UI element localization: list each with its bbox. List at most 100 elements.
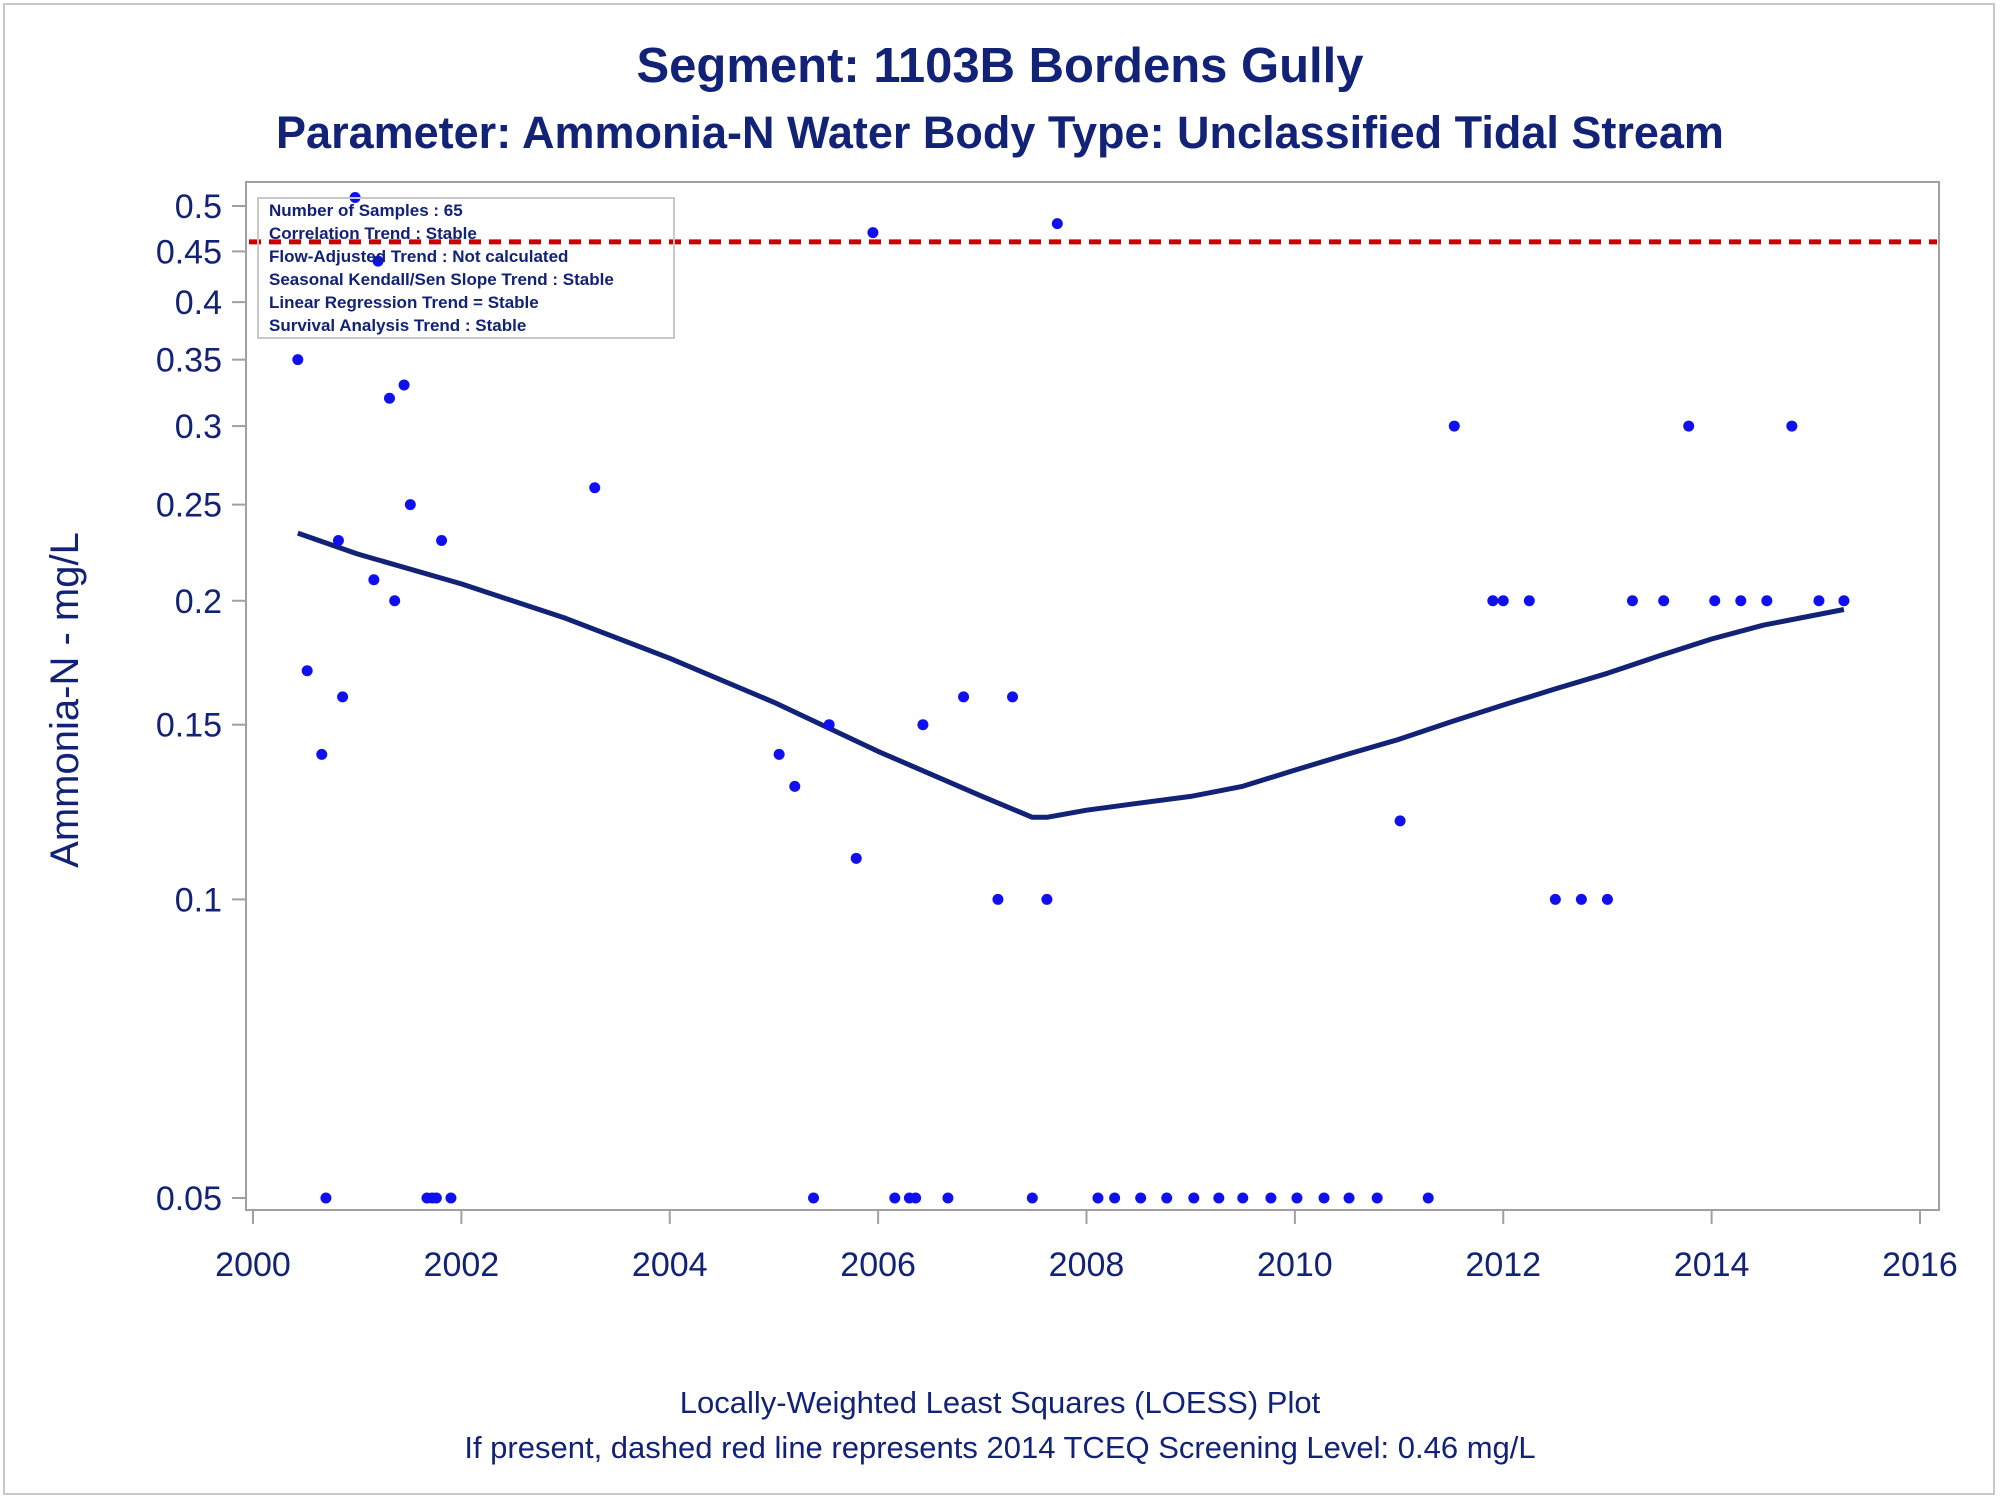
data-point [372,255,384,267]
data-point [1135,1192,1147,1204]
stat-correlation-trend: Correlation Trend : Stable [269,224,477,243]
data-point [1371,1192,1383,1204]
stat-survival-analysis-trend: Survival Analysis Trend : Stable [269,316,526,335]
x-tick-label: 2000 [215,1246,291,1284]
y-tick-label: 0.4 [175,284,222,322]
data-point [1092,1192,1104,1204]
x-tick-label: 2014 [1674,1246,1750,1284]
data-point [1786,420,1798,432]
points-layer [292,191,1850,1204]
data-point [992,893,1004,905]
data-point [1709,595,1721,607]
data-point [1007,691,1019,703]
footnote-screening-level: If present, dashed red line represents 2… [464,1430,1535,1465]
data-point [404,499,416,511]
chart-subtitle: Parameter: Ammonia-N Water Body Type: Un… [276,107,1724,158]
x-tick-label: 2012 [1465,1246,1541,1284]
stat-seasonal-kendall-trend: Seasonal Kendall/Sen Slope Trend : Stabl… [269,270,614,289]
x-tick-label: 2004 [632,1246,708,1284]
y-axis: 0.05 0.1 0.15 0.2 0.25 0.3 0.35 0.4 0.45 0.5 [156,188,246,1218]
data-point [1523,595,1535,607]
data-point [1291,1192,1303,1204]
data-point [942,1192,954,1204]
y-tick-label: 0.35 [156,342,222,380]
y-tick-label: 0.15 [156,707,222,745]
data-point [1318,1192,1330,1204]
data-point [1497,595,1509,607]
loess-layer [296,530,1845,820]
data-point [1237,1192,1249,1204]
y-tick-label: 0.45 [156,233,222,271]
data-point [1422,1192,1434,1204]
data-point [1213,1192,1225,1204]
data-point [445,1192,457,1204]
data-point [589,482,601,494]
y-tick-label: 0.5 [175,188,222,226]
data-point [1026,1192,1038,1204]
data-point [917,719,929,731]
data-point [1761,595,1773,607]
data-point [773,748,785,760]
chart-frame [3,3,1995,1495]
data-point [1343,1192,1355,1204]
data-point [383,392,395,404]
data-point [850,852,862,864]
y-tick-label: 0.25 [156,487,222,525]
data-point [337,691,349,703]
data-point [1813,595,1825,607]
y-tick-label: 0.05 [156,1180,222,1218]
y-tick-label: 0.2 [175,583,222,621]
stat-flow-adjusted-trend: Flow-Adjusted Trend : Not calculated [269,247,568,266]
y-axis-label: Ammonia-N - mg/L [43,532,87,868]
data-point [808,1192,820,1204]
x-tick-label: 2010 [1257,1246,1333,1284]
loess-line [296,530,1845,820]
data-point [1051,218,1063,230]
data-point [1161,1192,1173,1204]
y-tick-label: 0.1 [175,881,222,919]
data-point [1109,1192,1121,1204]
footnote-loess: Locally-Weighted Least Squares (LOESS) P… [680,1385,1321,1420]
chart-title: Segment: 1103B Bordens Gully [636,39,1363,93]
data-point [1683,420,1695,432]
data-point [1394,815,1406,827]
data-point [316,748,328,760]
data-point [1575,893,1587,905]
plot-area [245,181,1940,1211]
data-point [789,780,801,792]
data-point [910,1192,922,1204]
data-point [430,1192,442,1204]
stats-inset: Number of Samples : 65 Correlation Trend… [257,197,675,339]
data-point [1448,420,1460,432]
data-point [958,691,970,703]
data-point [1735,595,1747,607]
data-point [436,535,448,547]
stats-inset-border [257,197,675,339]
data-point [889,1192,901,1204]
x-tick-label: 2016 [1882,1246,1958,1284]
data-point [1601,893,1613,905]
data-point [867,227,879,239]
data-point [398,379,410,391]
data-point [368,574,380,586]
data-point [1041,893,1053,905]
data-point [320,1192,332,1204]
data-point [1487,595,1499,607]
data-point [1838,595,1850,607]
x-tick-label: 2006 [840,1246,916,1284]
data-point [301,665,313,677]
data-point [1658,595,1670,607]
data-point [389,595,401,607]
data-point [1549,893,1561,905]
data-point [292,354,304,366]
data-point [823,719,835,731]
data-point [1188,1192,1200,1204]
data-point [332,535,344,547]
y-tick-label: 0.3 [175,408,222,446]
stat-sample-count: Number of Samples : 65 [269,201,463,220]
data-point [1265,1192,1277,1204]
x-tick-label: 2008 [1049,1246,1125,1284]
x-axis: 2000 2002 2004 2006 2008 2010 2012 2014 2016 [215,1209,1958,1284]
x-tick-label: 2002 [424,1246,500,1284]
